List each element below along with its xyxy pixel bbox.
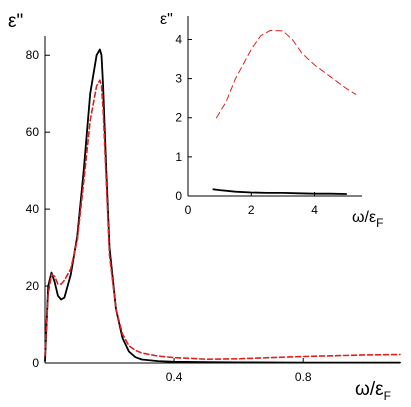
inset-series-solid-black-line (212, 188, 348, 195)
inset-y-tick-label: 3 (175, 72, 182, 86)
inset-series-dashed-red-line (216, 30, 357, 119)
inset-y-tick-label: 2 (175, 111, 182, 125)
main-y-tick-label: 20 (26, 279, 40, 293)
main-series-solid-black-line (44, 48, 401, 364)
inset-x-tick-label: 2 (248, 203, 255, 217)
main-x-tick-label: 0.4 (166, 370, 183, 384)
main-y-tick-label: 80 (26, 48, 40, 62)
main-x-axis-label: ω/εF (355, 379, 391, 403)
inset-x-tick-label: 4 (311, 203, 318, 217)
main-x-axis-label-main: ω/ε (355, 379, 384, 400)
inset-y-tick-label: 4 (175, 32, 182, 46)
main-x-axis-label-sub: F (384, 389, 391, 403)
inset-x-axis-label-sub: F (376, 216, 383, 230)
main-y-tick-label: 40 (26, 202, 40, 216)
inset-x-axis-label-main: ω/ε (352, 209, 376, 226)
inset-x-tick-label: 0 (185, 203, 192, 217)
inset-y-tick-label: 1 (175, 150, 182, 164)
main-series-dashed-red-line (44, 79, 401, 361)
inset-y-tick-label: 0 (175, 189, 182, 203)
main-y-tick-label: 0 (32, 356, 39, 370)
inset-y-axis-label: ε" (160, 11, 173, 28)
inset-x-axis-label: ω/εF (352, 209, 383, 230)
main-y-tick-label: 60 (26, 125, 40, 139)
main-y-axis-label: ε" (8, 11, 23, 32)
main-x-tick-label: 0.8 (295, 370, 312, 384)
